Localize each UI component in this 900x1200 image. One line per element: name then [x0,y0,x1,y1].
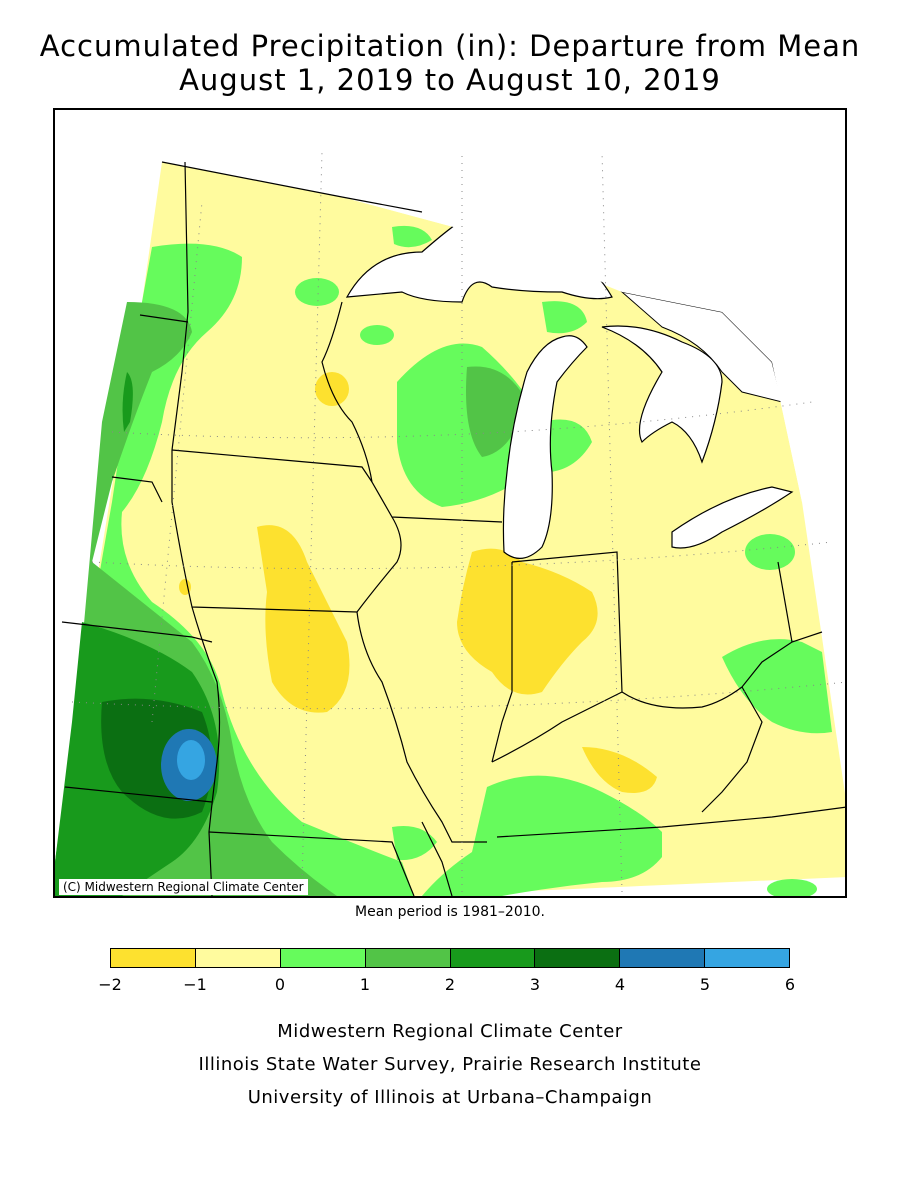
map-copyright: (C) Midwestern Regional Climate Center [59,879,308,895]
wet-area-missouri [392,826,437,861]
wet-area-ohio [722,639,832,734]
wet-area-superior-shore [392,225,432,248]
dry-area-iowa [257,525,350,713]
lake-erie [671,486,794,549]
canada-land [162,110,562,262]
legend-tick-label: 5 [699,975,711,994]
legend-tick-label: 0 [274,975,286,994]
legend-tick-label: 6 [784,975,796,994]
legend-swatch [705,949,789,967]
lake-superior [345,211,613,303]
state-borders [61,161,845,896]
precipitation-map [55,110,845,896]
map-date-range: August 1, 2019 to August 10, 2019 [179,63,721,97]
legend-swatch [535,949,621,967]
legend-tick-label: 4 [614,975,626,994]
legend-swatch [365,949,451,967]
credit-line-2: Illinois State Water Survey, Prairie Res… [198,1054,702,1075]
wet-area-west-edge [122,372,133,432]
mean-period-note: Mean period is 1981–2010. [355,904,545,920]
dry-area-minnesota [315,372,349,406]
legend-swatch [195,949,281,967]
canada-land-ne [562,110,845,502]
lake-huron [601,325,723,464]
credit-line-3: University of Illinois at Urbana–Champai… [247,1087,653,1108]
legend-tick-label: 1 [359,975,371,994]
legend-swatch [450,949,536,967]
wet-area-appalachia [767,879,817,896]
legend-swatch [620,949,706,967]
wet-area-east-ohio [745,534,795,570]
legend-swatch [280,949,366,967]
dry-area-indiana [457,548,598,695]
legend-tick-label: 2 [444,975,456,994]
lake-michigan [502,335,588,559]
wet-area-up [542,301,587,334]
credit-line-1: Midwestern Regional Climate Center [277,1021,623,1042]
legend-tick-label: 3 [529,975,541,994]
wet-area-northwi [360,325,394,345]
graticule [71,151,845,893]
map-title: Accumulated Precipitation (in): Departur… [39,29,861,63]
legend-tick-label: −2 [98,975,122,994]
legend-tick-label: −1 [183,975,207,994]
wet-area-kentucky [422,775,662,896]
wet-area-northmn [295,278,339,306]
dry-area-kentucky [582,747,657,793]
legend-swatch [111,949,196,967]
map-panel: (C) Midwestern Regional Climate Center [53,108,847,898]
wet-peak-5to6 [177,740,205,780]
color-legend [110,948,790,968]
